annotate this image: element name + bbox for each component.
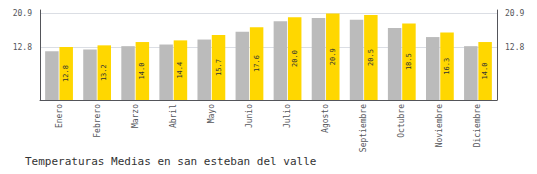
svg-text:12.8: 12.8 (62, 65, 70, 82)
svg-text:16.3: 16.3 (443, 58, 451, 75)
svg-text:14.0: 14.0 (481, 63, 489, 80)
svg-text:12.8: 12.8 (505, 43, 524, 52)
svg-text:20.5: 20.5 (367, 49, 375, 66)
svg-text:15.7: 15.7 (215, 59, 223, 76)
svg-text:Mayo: Mayo (207, 104, 216, 123)
svg-text:14.4: 14.4 (176, 62, 184, 79)
svg-text:20.9: 20.9 (505, 9, 524, 18)
svg-text:12.8: 12.8 (13, 43, 32, 52)
svg-text:Noviembre: Noviembre (435, 104, 444, 148)
svg-text:13.2: 13.2 (100, 64, 108, 81)
svg-text:14.0: 14.0 (138, 63, 146, 80)
svg-text:Enero: Enero (55, 104, 64, 128)
svg-text:20.9: 20.9 (13, 9, 32, 18)
svg-text:Temperaturas Medias en san est: Temperaturas Medias en san esteban del v… (25, 155, 316, 168)
svg-text:Agosto: Agosto (321, 104, 330, 133)
svg-text:Abril: Abril (169, 104, 178, 128)
svg-text:Junio: Junio (245, 104, 254, 128)
svg-text:Febrero: Febrero (93, 104, 102, 138)
svg-text:Diciembre: Diciembre (473, 104, 482, 148)
svg-text:Septiembre: Septiembre (359, 104, 368, 152)
svg-text:20.9: 20.9 (329, 48, 337, 65)
svg-text:18.5: 18.5 (405, 53, 413, 70)
svg-text:Marzo: Marzo (131, 104, 140, 128)
svg-text:17.6: 17.6 (253, 55, 261, 72)
svg-text:20.0: 20.0 (291, 50, 299, 67)
svg-text:Octubre: Octubre (397, 104, 406, 138)
svg-text:Julio: Julio (283, 104, 292, 128)
